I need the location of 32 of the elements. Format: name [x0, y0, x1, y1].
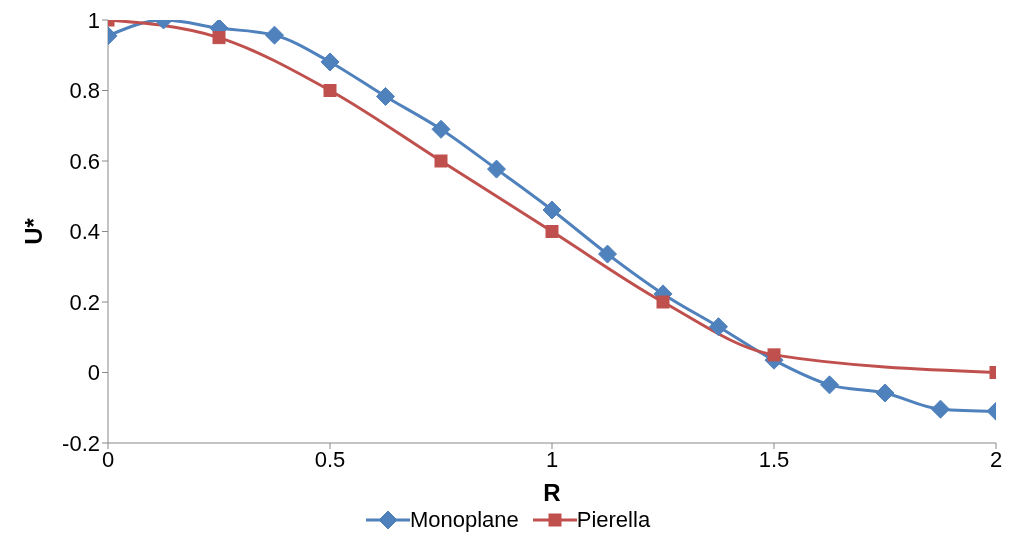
- y-tick-label: -0.2: [62, 430, 100, 456]
- x-tick-label: 2: [989, 446, 1003, 472]
- y-axis-title: U*: [19, 217, 47, 245]
- x-axis-title: R: [543, 479, 561, 506]
- point: [265, 25, 284, 45]
- point: [820, 375, 839, 395]
- point: [376, 86, 395, 106]
- point: [767, 348, 781, 362]
- legend-label: Pierella: [576, 507, 651, 533]
- x-tick-label: 1: [545, 446, 559, 472]
- y-tick-label: 0.8: [69, 78, 100, 104]
- point: [709, 317, 728, 337]
- point: [875, 383, 895, 403]
- point: [320, 52, 340, 72]
- point: [487, 159, 506, 179]
- y-tick-label: 0.4: [69, 219, 100, 245]
- point: [542, 200, 562, 220]
- legend-label: Monoplane: [409, 507, 519, 533]
- point: [323, 84, 337, 97]
- y-tick-label: 1: [87, 7, 100, 33]
- point: [656, 295, 670, 309]
- y-tick-label: 0.6: [69, 148, 100, 174]
- point: [212, 31, 226, 45]
- point: [931, 399, 950, 419]
- x-tick-label: 0.5: [314, 446, 346, 472]
- y-tick-label: 0.2: [69, 289, 100, 315]
- point: [598, 244, 617, 264]
- point: [545, 225, 559, 238]
- x-tick-label: 1.5: [758, 446, 790, 472]
- point: [434, 154, 448, 168]
- point: [431, 119, 451, 139]
- y-tick-label: 0: [87, 360, 100, 386]
